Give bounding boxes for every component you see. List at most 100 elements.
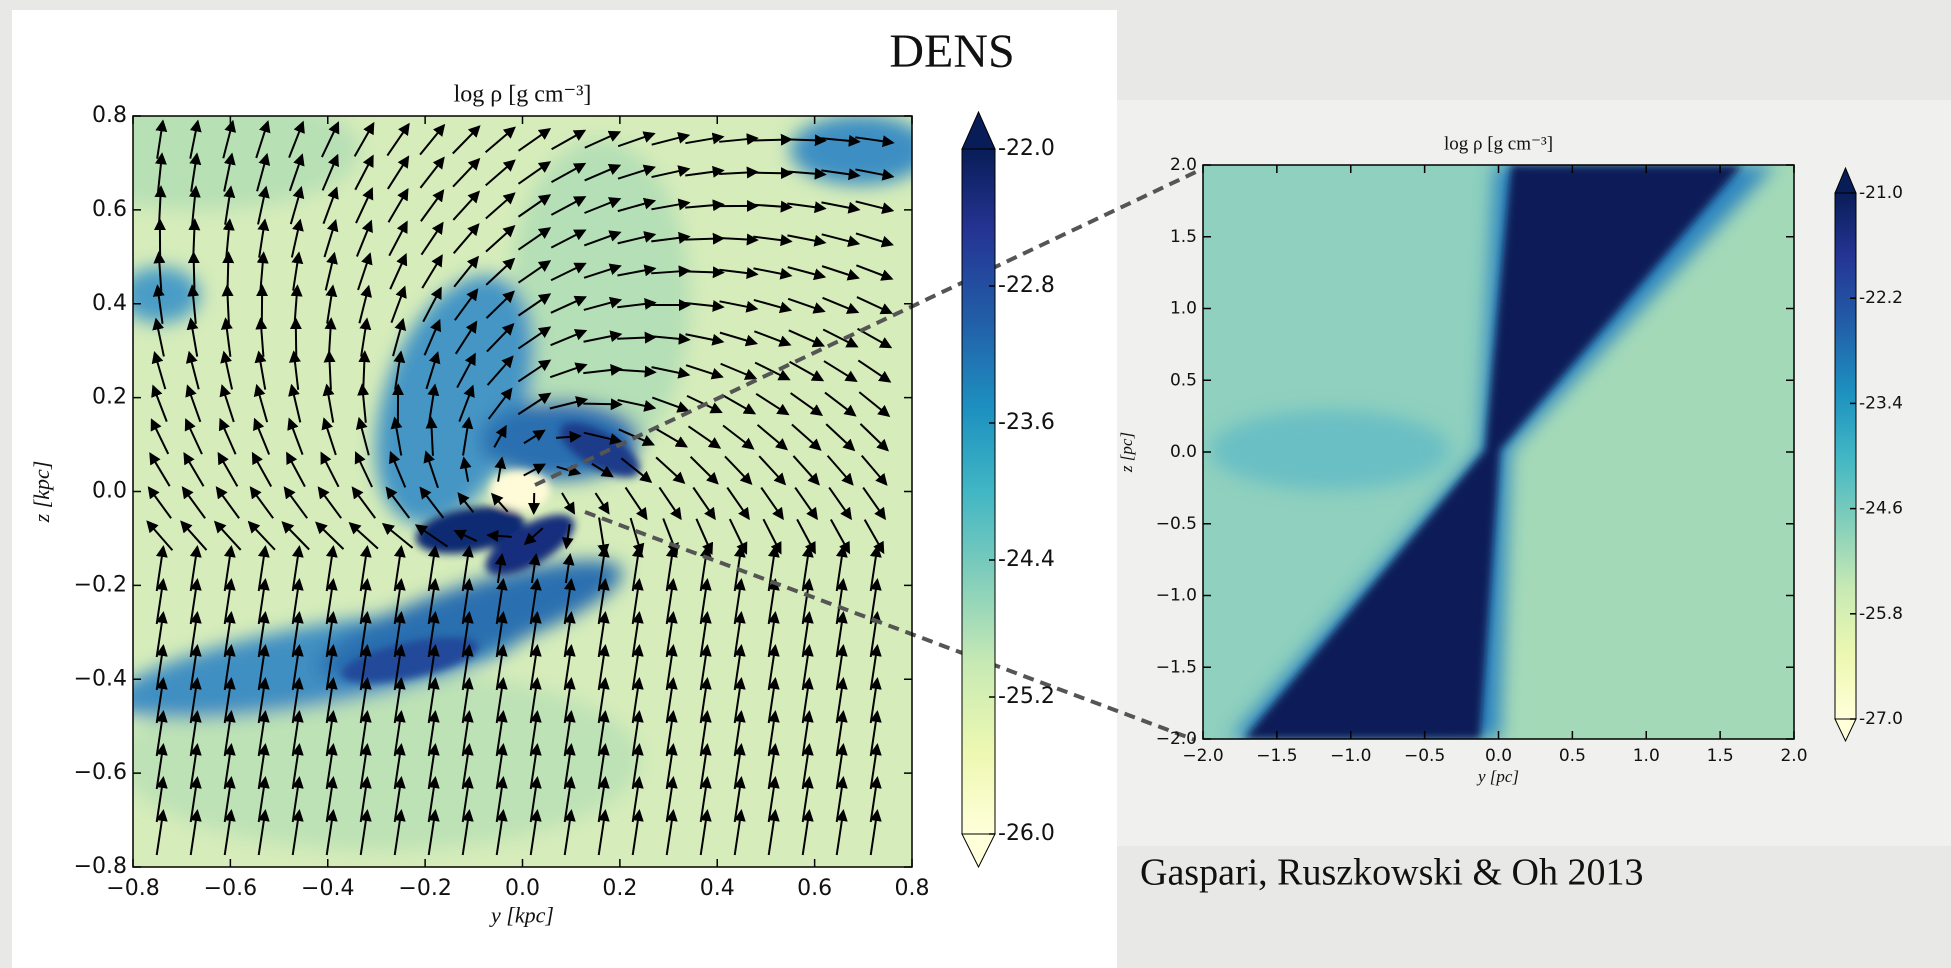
- arrow: [583, 398, 623, 411]
- arrow: [825, 423, 856, 452]
- arrow: [787, 266, 827, 281]
- x-tick-label: 2.0: [1780, 746, 1807, 766]
- arrow: [583, 263, 622, 279]
- arrow: [257, 809, 270, 856]
- arrow: [287, 417, 304, 456]
- arrow: [753, 133, 793, 146]
- arrow: [180, 520, 208, 551]
- arrow: [828, 486, 852, 521]
- arrow: [355, 187, 374, 224]
- arrow: [425, 351, 441, 390]
- arrow: [523, 429, 546, 445]
- arrow: [529, 809, 542, 856]
- arrow: [685, 299, 725, 312]
- arrow: [561, 524, 574, 550]
- arrow: [256, 152, 271, 192]
- arrow: [486, 323, 515, 353]
- arrow: [220, 350, 234, 390]
- arrow: [353, 121, 375, 157]
- arrow: [584, 197, 622, 214]
- arrow: [583, 364, 623, 376]
- colorbar-frame: [961, 148, 996, 835]
- arrow: [355, 416, 370, 456]
- arrow: [687, 425, 722, 449]
- arrow: [857, 359, 892, 383]
- arrow: [452, 223, 480, 254]
- arrow: [420, 189, 445, 222]
- arrow: [583, 431, 623, 445]
- arrow: [791, 423, 822, 451]
- arrow: [147, 486, 172, 519]
- arrow: [323, 219, 339, 258]
- arrow: [419, 156, 445, 189]
- arrow: [860, 455, 888, 486]
- arrow: [452, 157, 481, 188]
- x-tick-label: 0.2: [602, 876, 637, 901]
- arrow: [517, 326, 552, 350]
- arrow: [487, 387, 513, 420]
- arrow: [719, 331, 758, 347]
- arrow: [389, 253, 408, 290]
- arrow: [419, 486, 445, 519]
- arrow: [821, 134, 861, 147]
- arrow: [823, 360, 858, 383]
- arrow: [617, 164, 656, 180]
- arrow: [289, 350, 301, 390]
- y-tick-label: −0.8: [74, 854, 127, 879]
- arrow: [653, 426, 688, 448]
- arrow: [289, 185, 305, 225]
- arrow: [146, 520, 174, 551]
- arrow: [358, 284, 372, 324]
- arrow: [591, 462, 614, 478]
- y-tick-label: 0.4: [92, 291, 127, 316]
- y-axis-label: z [pc]: [1117, 432, 1136, 473]
- y-tick-label: 0.0: [92, 479, 127, 504]
- arrow: [458, 384, 475, 422]
- arrow: [187, 251, 200, 291]
- arrow: [617, 365, 657, 378]
- arrow: [255, 120, 271, 159]
- arrow: [288, 153, 305, 192]
- arrow: [787, 134, 827, 147]
- arrow: [631, 809, 644, 856]
- arrow: [485, 225, 516, 253]
- arrow: [422, 286, 442, 323]
- arrow: [389, 450, 407, 488]
- arrow: [281, 521, 310, 551]
- arrow: [549, 396, 589, 410]
- arrow: [185, 350, 200, 390]
- arrow: [283, 486, 308, 519]
- arrow: [754, 330, 792, 347]
- arrow: [821, 168, 861, 181]
- arrow: [423, 318, 442, 356]
- arrow: [461, 416, 474, 456]
- arrow: [523, 463, 547, 477]
- arrow: [722, 424, 755, 450]
- colorbar-tick-label: -22.8: [998, 273, 1055, 298]
- x-tick-label: −0.2: [398, 876, 451, 901]
- arrow: [517, 128, 552, 152]
- arrow: [550, 329, 588, 347]
- x-axis-label: y [kpc]: [489, 903, 554, 928]
- arrow: [719, 300, 759, 313]
- y-tick-label: 0.8: [92, 103, 127, 128]
- arrow: [392, 317, 407, 357]
- arrow: [485, 192, 516, 220]
- y-tick-label: 0.0: [1170, 442, 1197, 462]
- arrow: [789, 360, 825, 382]
- colorbar-tick-label: -26.0: [998, 821, 1055, 846]
- x-tick-label: 1.0: [1633, 746, 1660, 766]
- arrow: [787, 167, 827, 180]
- arrow: [356, 219, 373, 257]
- arrow: [387, 155, 410, 190]
- y-tick-label: 2.0: [1170, 155, 1197, 175]
- arrow: [822, 296, 860, 314]
- arrow: [386, 122, 410, 157]
- arrow: [855, 232, 894, 248]
- arrow: [320, 121, 340, 158]
- x-axis-label: y [pc]: [1476, 767, 1519, 786]
- arrow: [787, 234, 827, 247]
- arrow: [794, 486, 818, 521]
- x-tick-label: −0.5: [1404, 746, 1445, 766]
- arrow: [357, 383, 370, 423]
